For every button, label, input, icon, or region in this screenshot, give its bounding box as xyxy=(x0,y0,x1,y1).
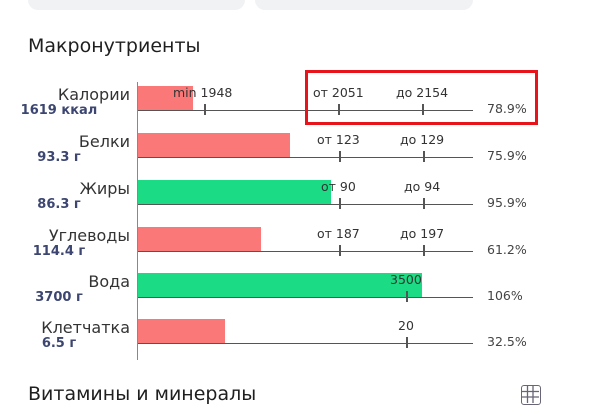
nutrient-percent: 95.9% xyxy=(487,195,527,210)
nutrient-amount: 114.4 г xyxy=(32,244,86,259)
nutrient-scale xyxy=(138,251,473,252)
nutrient-percent: 32.5% xyxy=(487,334,527,349)
nutrient-scale xyxy=(138,204,473,205)
nutrient-row-fat: Жиры 86.3 г от 90 до 94 95.9% xyxy=(0,179,607,225)
nutrient-name: Белки xyxy=(78,132,130,151)
mark-label: 3500 xyxy=(390,272,422,287)
nutrient-percent: 106% xyxy=(487,288,523,303)
nutrient-bar xyxy=(138,180,331,205)
nutrient-amount: 86.3 г xyxy=(37,197,81,212)
nutrient-row-fiber: Клетчатка 6.5 г 20 32.5% xyxy=(0,318,607,364)
mark-tick xyxy=(339,245,341,256)
nutrient-bar xyxy=(138,133,290,158)
nutrient-name: Клетчатка xyxy=(41,318,130,337)
mark-tick xyxy=(406,291,408,302)
nutrient-scale xyxy=(138,297,473,298)
chart-axis xyxy=(137,82,138,360)
highlight-box xyxy=(305,70,538,125)
mark-label-from: от 90 xyxy=(321,179,356,194)
nutrient-name: Калории xyxy=(57,85,130,104)
nutrient-name: Углеводы xyxy=(48,226,130,245)
nutrient-percent: 75.9% xyxy=(487,148,527,163)
mark-label-from: от 187 xyxy=(317,226,360,241)
nutrient-scale xyxy=(138,157,473,158)
mark-label-to: до 94 xyxy=(404,179,441,194)
top-card-left[interactable] xyxy=(28,0,245,10)
nutrient-row-water: Вода 3700 г 3500 106% xyxy=(0,272,607,318)
nutrient-name: Жиры xyxy=(79,179,130,198)
mark-tick xyxy=(406,337,408,348)
nutrient-bar xyxy=(138,227,261,252)
mark-label-to: до 197 xyxy=(400,226,445,241)
mark-tick xyxy=(423,151,425,162)
mark-tick xyxy=(338,104,340,115)
nutrient-amount: 1619 ккал xyxy=(20,103,98,118)
vitamins-title: Витамины и минералы xyxy=(28,383,257,405)
nutrient-amount: 93.3 г xyxy=(37,150,81,165)
mark-label-from: от 123 xyxy=(317,132,360,147)
mark-label-to: до 129 xyxy=(400,132,445,147)
nutrient-percent: 78.9% xyxy=(487,101,527,116)
nutrient-bar xyxy=(138,319,225,344)
mark-label: 20 xyxy=(398,318,414,333)
mark-tick xyxy=(204,104,206,115)
mark-tick xyxy=(423,198,425,209)
mark-label-min: min 1948 xyxy=(173,85,233,100)
mark-tick xyxy=(423,245,425,256)
table-grid-icon[interactable] xyxy=(521,385,541,405)
mark-tick xyxy=(339,198,341,209)
nutrient-amount: 6.5 г xyxy=(41,336,77,351)
nutrient-bar xyxy=(138,86,193,111)
mark-label-to: до 2154 xyxy=(396,85,449,100)
mark-label-from: от 2051 xyxy=(313,85,364,100)
macronutrients-title: Макронутриенты xyxy=(28,35,201,57)
nutrient-row-calories: Калории 1619 ккал min 1948 от 2051 до 21… xyxy=(0,85,607,131)
nutrient-row-carbs: Углеводы 114.4 г от 187 до 197 61.2% xyxy=(0,226,607,272)
nutrient-name: Вода xyxy=(88,272,130,291)
mark-tick xyxy=(339,151,341,162)
nutrient-percent: 61.2% xyxy=(487,242,527,257)
nutrient-amount: 3700 г xyxy=(35,290,83,305)
nutrient-row-protein: Белки 93.3 г от 123 до 129 75.9% xyxy=(0,132,607,178)
top-card-right[interactable] xyxy=(255,0,473,10)
nutrient-bar xyxy=(138,273,422,298)
mark-tick xyxy=(422,104,424,115)
nutrient-scale xyxy=(138,343,473,344)
